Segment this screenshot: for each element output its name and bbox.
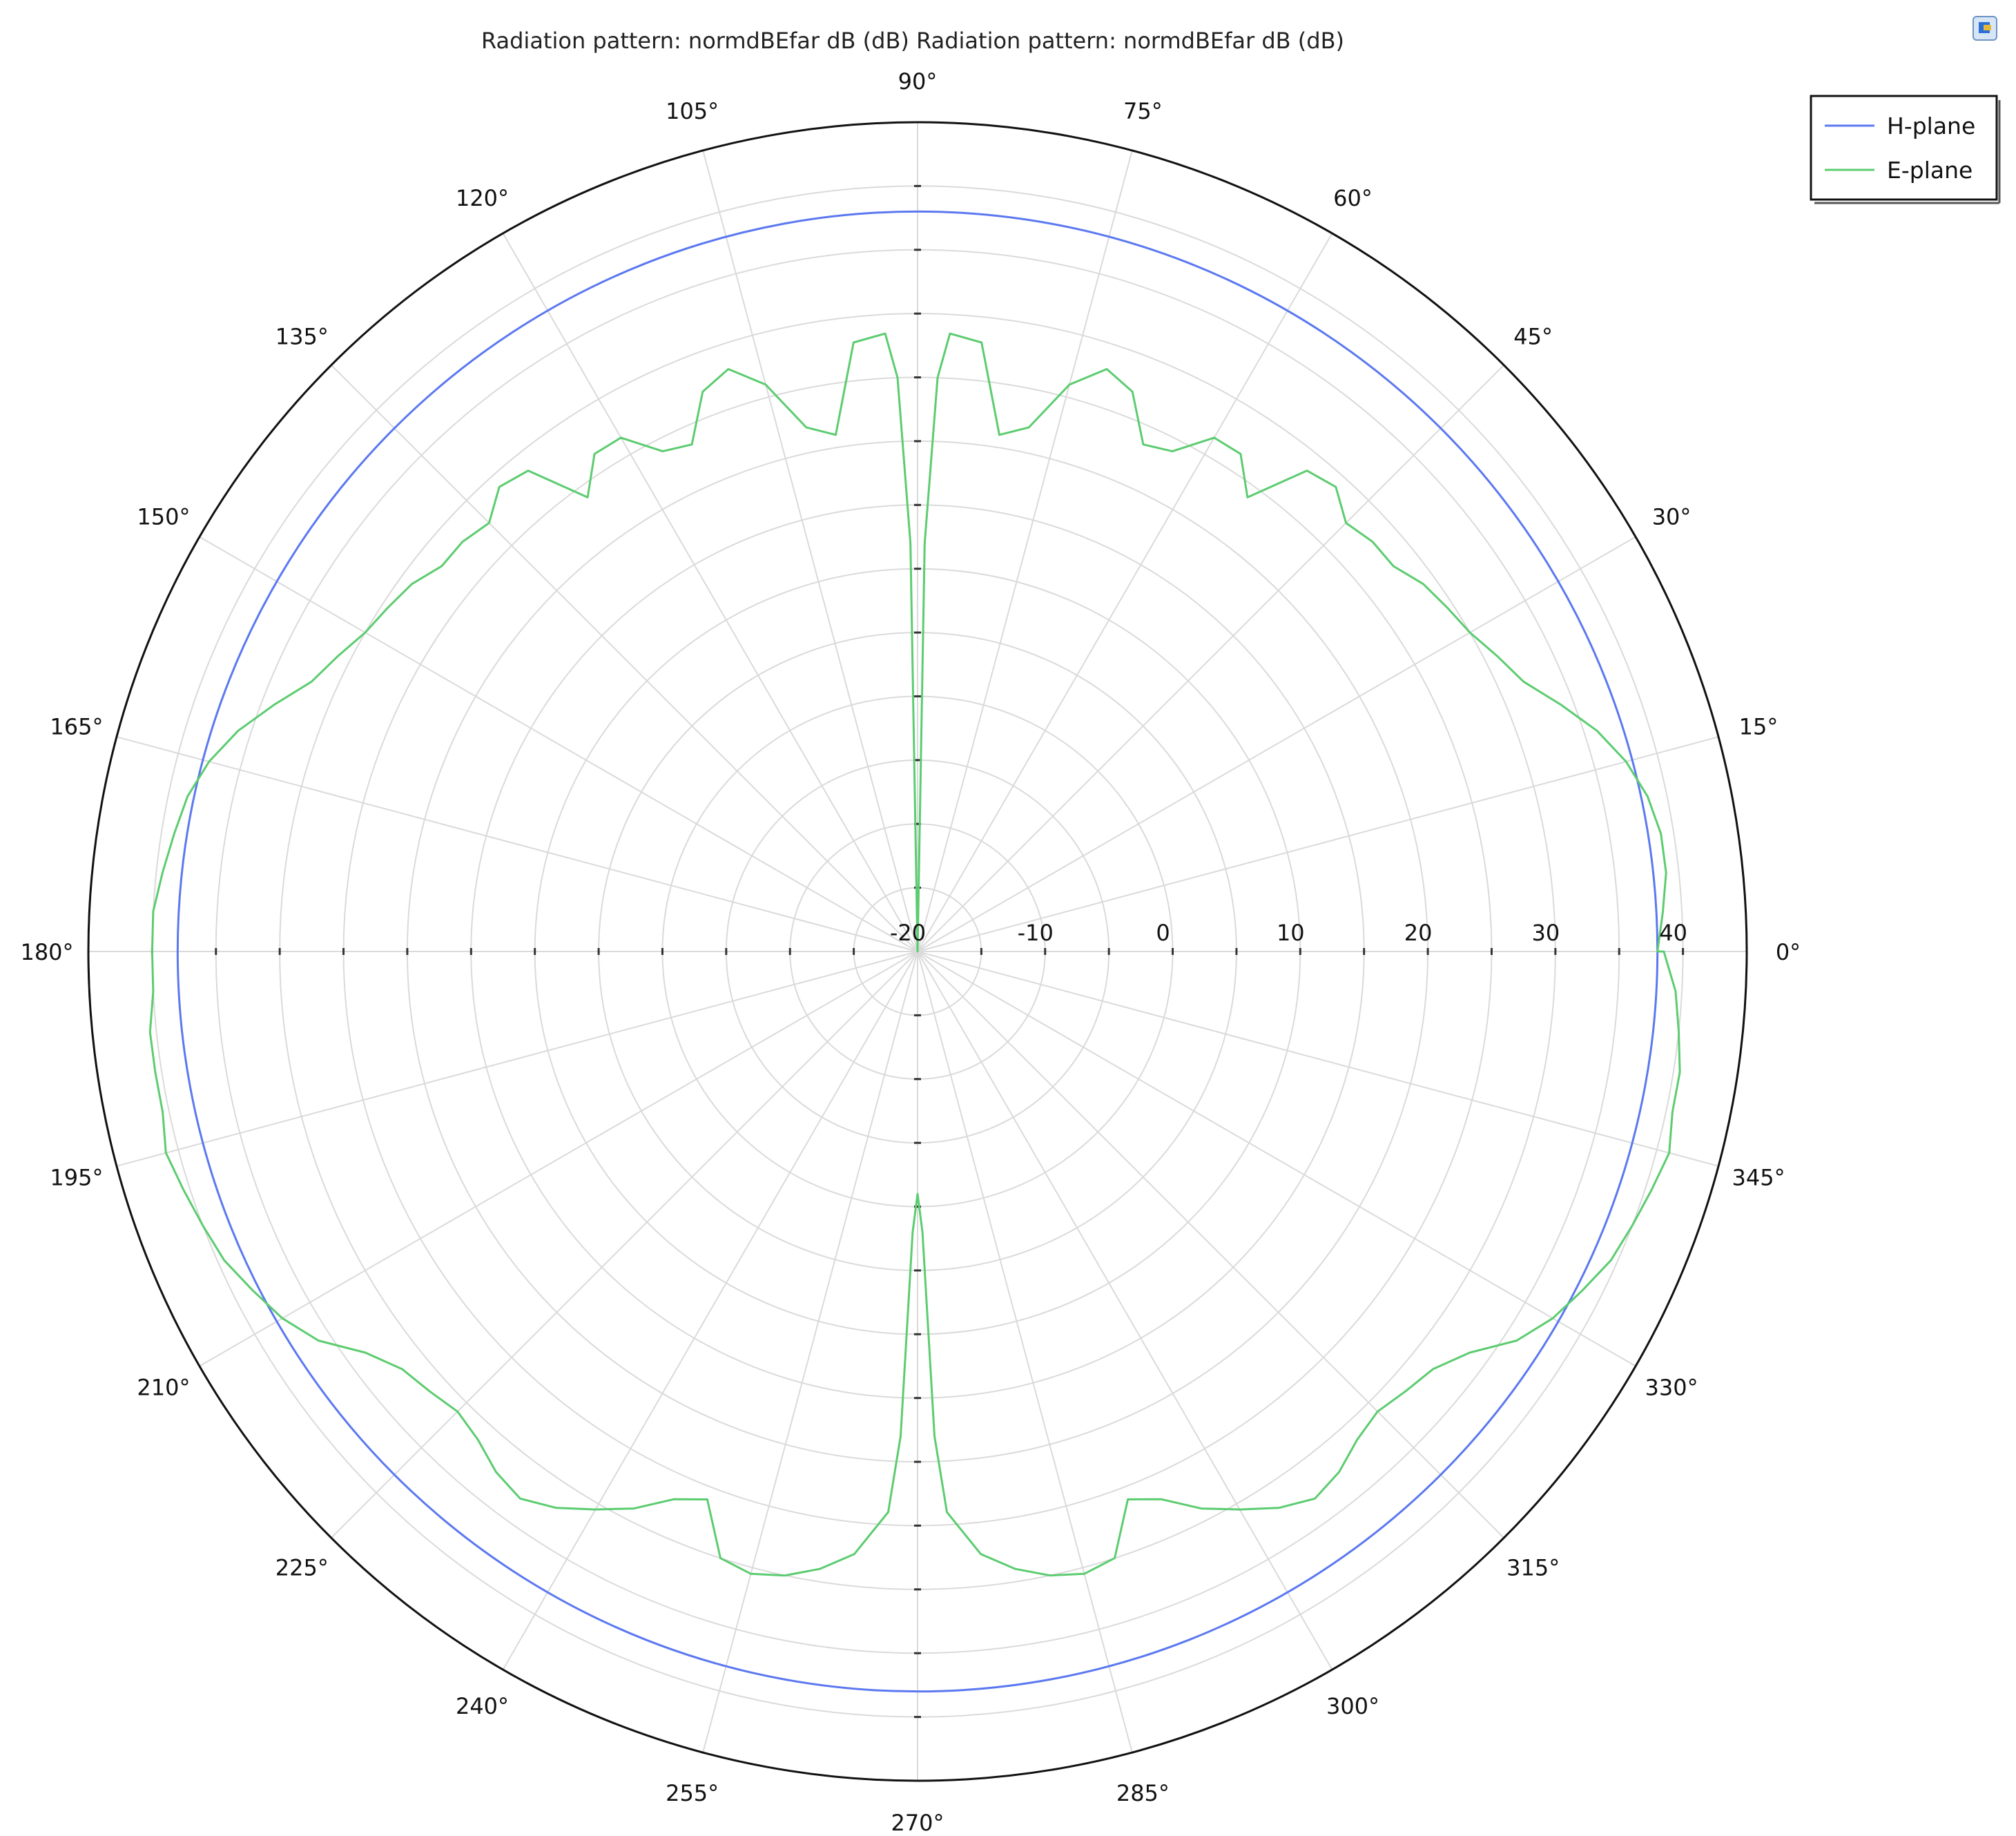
grid-spoke [917,233,1333,952]
radial-tick-label: 30 [1531,920,1560,946]
angular-tick-label: 135° [275,323,329,349]
radial-tick-label: 0 [1156,920,1170,946]
angular-tick-label: 120° [456,185,509,211]
grid-spoke [917,150,1133,952]
grid-spoke [917,951,1133,1753]
angular-tick-label: 240° [456,1693,509,1719]
axis-ticks [151,184,1685,1719]
grid-spoke [917,951,1504,1538]
angular-tick-label: 180° [20,939,73,965]
angular-tick-label: 45° [1513,323,1553,349]
legend-box [1810,95,1998,201]
axis-labels: -20 -10 0 10 20 30 40 0° 15° 30° 45° 60° 75° 90° 105° 1… [20,68,1801,1836]
grid-spoke [917,951,1719,1167]
angular-tick-label: 30° [1652,504,1692,530]
angular-tick-label: 285° [1116,1780,1170,1806]
radial-tick-label: -20 [890,920,926,946]
legend-label-h-plane: H-plane [1887,113,1975,139]
angular-tick-label: 270° [891,1810,944,1836]
angular-tick-label: 300° [1326,1693,1379,1719]
grid-spoke [502,233,918,952]
angular-tick-label: 60° [1333,185,1373,211]
grid-spoke [116,951,918,1167]
angular-tick-label: 90° [898,68,938,95]
angular-tick-label: 225° [275,1555,329,1581]
grid-spoke [917,365,1504,952]
outer-circle [87,121,1748,1782]
radial-tick-label: 40 [1659,920,1687,946]
radial-tick-label: -10 [1018,920,1054,946]
grid-spoke [917,736,1719,952]
angular-tick-label: 195° [50,1164,103,1190]
grid-spoke [502,951,918,1670]
grid-spoke [199,951,918,1367]
grid-spoke [702,150,918,952]
grid-spoke [199,536,918,952]
angular-tick-label: 150° [137,504,190,530]
angular-tick-label: 165° [50,714,103,740]
angular-tick-label: 105° [666,98,719,124]
angular-tick-label: 315° [1506,1555,1560,1581]
grid-spoke [116,736,918,952]
grid-spoke [331,365,918,952]
angular-tick-label: 330° [1645,1375,1698,1401]
series-layer [148,210,1681,1693]
angular-tick-label: 210° [137,1375,190,1401]
grid-spoke [917,536,1636,952]
grid-spoke [917,951,1636,1367]
window-restore-icon[interactable] [1973,16,1997,41]
radial-tick-label: 10 [1277,920,1305,946]
angular-tick-label: 0° [1776,939,1801,965]
legend: H-plane E-plane [1810,95,2001,204]
grid-spoke [917,951,1333,1670]
radial-tick-label: 20 [1404,920,1433,946]
angular-tick-label: 15° [1739,714,1778,740]
series-e-plane-curve [148,332,1681,1577]
legend-label-e-plane: E-plane [1887,157,1973,184]
chart-title: Radiation pattern: normdBEfar dB (dB) Ra… [481,28,1344,54]
grid-spoke [331,951,918,1538]
angular-tick-label: 255° [666,1780,719,1806]
angular-tick-label: 345° [1732,1164,1785,1190]
angular-tick-label: 75° [1123,98,1163,124]
grid-spoke [702,951,918,1753]
